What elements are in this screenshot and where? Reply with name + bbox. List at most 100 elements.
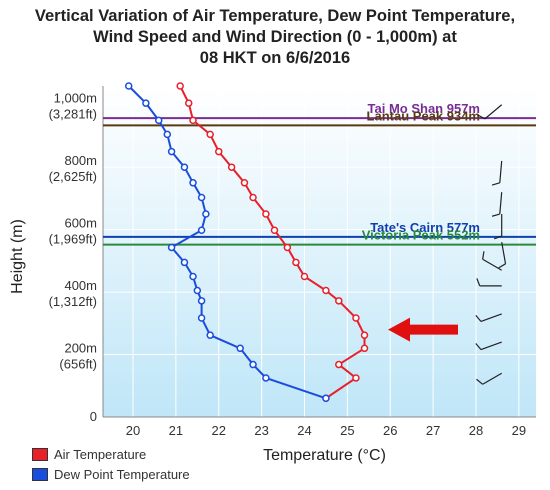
dew-point-point xyxy=(249,360,257,369)
y-tick-label-ft: (3,281ft) xyxy=(49,107,97,122)
air-temperature-point xyxy=(227,163,236,171)
legend-label-dew: Dew Point Temperature xyxy=(54,467,190,482)
wind-barb-staff xyxy=(482,372,503,385)
x-tick-label: 26 xyxy=(383,423,397,438)
y-tick-label-ft: (656ft) xyxy=(59,357,97,372)
legend-swatch-air xyxy=(32,448,48,461)
air-temperature-point xyxy=(184,99,193,107)
y-tick-label: 0 xyxy=(90,409,97,424)
wind-barb xyxy=(477,104,503,120)
dew-point-point xyxy=(167,147,176,156)
title-line-3: 08 HKT on 6/6/2016 xyxy=(199,49,351,67)
dew-point-point xyxy=(197,193,206,202)
dew-point-point xyxy=(180,258,189,267)
reference-label: Lantau Peak 934m xyxy=(367,108,480,123)
x-tick-label: 23 xyxy=(254,423,268,438)
air-temperature-point xyxy=(322,286,330,295)
wind-barb-flag xyxy=(476,278,481,287)
x-tick-label: 25 xyxy=(340,423,354,438)
y-tick-label: 200m xyxy=(64,341,97,356)
air-temperature-point xyxy=(176,82,184,90)
dew-point-point xyxy=(322,394,330,403)
title-line-2: Wind Speed and Wind Direction (0 - 1,000… xyxy=(93,28,457,46)
air-temperature-point xyxy=(335,297,343,305)
wind-barb-staff xyxy=(484,104,503,120)
wind-barb-staff xyxy=(499,192,503,215)
dew-point-point xyxy=(163,130,172,139)
y-tick-label: 800m xyxy=(64,153,97,168)
y-tick-label: 400m xyxy=(64,278,97,293)
air-temperature-point xyxy=(240,179,249,187)
wind-barb-staff xyxy=(480,341,502,351)
dew-point-point xyxy=(197,314,206,322)
wind-barb xyxy=(476,372,503,385)
x-tick-label: 29 xyxy=(512,423,526,438)
wind-barb-staff xyxy=(480,313,502,323)
air-temperature-point xyxy=(300,272,309,281)
x-tick-label: 20 xyxy=(126,423,140,438)
air-temperature-point xyxy=(292,258,300,267)
y-axis-title: Height (m) xyxy=(9,219,26,294)
wind-barb-staff xyxy=(501,242,507,264)
dew-point-point xyxy=(180,163,189,171)
y-tick-label-ft: (1,969ft) xyxy=(49,232,97,247)
legend-item-dew: Dew Point Temperature xyxy=(32,467,190,482)
reference-label: Victoria Peak 552m xyxy=(362,228,480,243)
wind-barb xyxy=(476,278,502,287)
dew-point-point xyxy=(206,331,214,339)
dew-point-point xyxy=(262,374,270,382)
air-temperature-point xyxy=(270,226,279,235)
wind-barb xyxy=(482,251,503,271)
dew-point-point xyxy=(189,272,197,281)
air-temperature-point xyxy=(189,116,197,125)
y-tick-label-ft: (1,312ft) xyxy=(49,294,97,309)
dew-point-point xyxy=(202,210,210,218)
reference-label: Tai Mo Shan 957m xyxy=(368,101,480,116)
air-temperature-point xyxy=(215,147,223,156)
wind-barb-flag xyxy=(498,263,506,269)
air-temperature-point xyxy=(352,314,360,322)
dew-point-point xyxy=(189,179,197,187)
wind-barb-flag xyxy=(491,213,500,217)
legend-label-air: Air Temperature xyxy=(54,447,147,462)
chart-title: Vertical Variation of Air Temperature, D… xyxy=(0,6,550,69)
wind-barb-flag xyxy=(494,235,502,240)
wind-barb xyxy=(498,242,507,269)
dew-point-point xyxy=(124,82,133,90)
wind-barb-flag xyxy=(477,114,486,120)
title-line-1: Vertical Variation of Air Temperature, D… xyxy=(34,7,516,25)
x-axis-title: Temperature (°C) xyxy=(263,447,386,464)
wind-barb-staff xyxy=(482,258,503,271)
x-tick-label: 27 xyxy=(426,423,440,438)
dew-point-point xyxy=(167,243,176,252)
wind-barb-flag xyxy=(482,251,485,260)
wind-barb xyxy=(494,214,503,240)
wind-barb xyxy=(491,192,503,217)
dew-point-point xyxy=(197,297,206,305)
air-temperature-point xyxy=(360,331,369,339)
dew-point-point xyxy=(197,226,206,235)
air-temperature-point xyxy=(360,344,369,353)
wind-barb xyxy=(475,341,502,351)
y-tick-label-ft: (2,625ft) xyxy=(49,169,97,184)
air-temperature-point xyxy=(262,210,270,218)
dew-point-point xyxy=(193,286,202,295)
air-temperature-point xyxy=(249,193,257,202)
air-temperature-point xyxy=(283,243,292,252)
x-tick-label: 21 xyxy=(169,423,183,438)
y-tick-label: 600m xyxy=(64,216,97,231)
wind-barb-flag xyxy=(476,378,484,385)
x-tick-label: 24 xyxy=(297,423,311,438)
wind-barb xyxy=(491,160,503,186)
dew-point-point xyxy=(154,116,163,125)
x-tick-label: 22 xyxy=(212,423,226,438)
x-tick-label: 28 xyxy=(469,423,483,438)
reference-label: Tate's Cairn 577m xyxy=(370,220,480,235)
wind-barb-flag xyxy=(475,315,482,322)
wind-barb-staff xyxy=(499,160,503,183)
legend-item-air: Air Temperature xyxy=(32,447,146,462)
wind-barb-flag xyxy=(475,343,482,350)
y-tick-label: 1,000m xyxy=(54,91,97,106)
